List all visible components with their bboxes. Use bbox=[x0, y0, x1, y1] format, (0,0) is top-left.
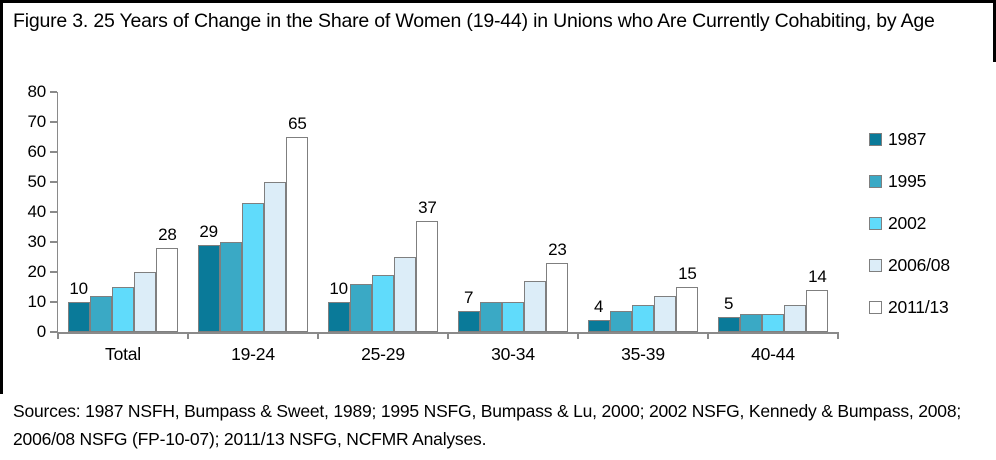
bar-2002-40-44 bbox=[761, 314, 785, 332]
category-label-30-34: 30-34 bbox=[491, 344, 535, 364]
bar-2002-25-29 bbox=[371, 275, 395, 332]
y-tick-label: 50 bbox=[27, 172, 46, 191]
bar-value-label: 23 bbox=[548, 240, 567, 259]
y-tick-mark bbox=[49, 91, 57, 93]
bar-value-label: 29 bbox=[199, 222, 218, 241]
bar-value-label: 4 bbox=[593, 297, 604, 316]
y-axis-line bbox=[56, 92, 58, 332]
y-tick-label: 10 bbox=[27, 292, 46, 311]
legend-label: 2006/08 bbox=[888, 254, 950, 275]
left-border bbox=[0, 0, 3, 394]
x-tick-mark bbox=[317, 332, 319, 339]
bar-value-label: 37 bbox=[418, 198, 437, 217]
bar-value-label: 10 bbox=[69, 279, 88, 298]
bar-value-label: 5 bbox=[723, 294, 734, 313]
bar-value-label: 65 bbox=[288, 114, 307, 133]
bar-2006-08-25-29 bbox=[394, 257, 417, 332]
bar-value-label: 15 bbox=[678, 264, 697, 283]
y-tick-label: 80 bbox=[27, 82, 46, 101]
x-tick-mark bbox=[707, 332, 709, 339]
bar-1995-25-29 bbox=[349, 284, 372, 332]
x-tick-mark bbox=[57, 332, 59, 339]
figure-title: Figure 3. 25 Years of Change in the Shar… bbox=[13, 10, 935, 32]
bar-2011-13-35-39 bbox=[676, 287, 699, 332]
category-label-19-24: 19-24 bbox=[231, 344, 275, 364]
bar-2006-08-total bbox=[134, 272, 157, 332]
bar-1987-40-44 bbox=[717, 317, 740, 332]
y-tick-label: 20 bbox=[27, 262, 46, 281]
y-tick-mark bbox=[49, 241, 57, 243]
legend-swatch-icon bbox=[869, 216, 882, 230]
y-tick-label: 60 bbox=[27, 142, 46, 161]
legend-swatch-icon bbox=[869, 300, 882, 314]
legend-label: 1987 bbox=[888, 128, 927, 149]
bar-value-label: 28 bbox=[158, 225, 177, 244]
bar-value-label: 14 bbox=[808, 267, 827, 286]
bar-2006-08-19-24 bbox=[264, 182, 287, 332]
bar-1987-35-39 bbox=[587, 320, 610, 332]
bar-2002-total bbox=[111, 287, 135, 332]
y-tick-mark bbox=[49, 181, 57, 183]
legend-label: 2011/13 bbox=[888, 296, 949, 317]
x-tick-mark bbox=[447, 332, 449, 339]
bar-1995-35-39 bbox=[609, 311, 632, 332]
bar-2002-35-39 bbox=[631, 305, 655, 332]
right-border bbox=[993, 0, 996, 62]
y-tick-label: 0 bbox=[36, 322, 46, 341]
sources-note: Sources: 1987 NSFH, Bumpass & Sweet, 198… bbox=[13, 401, 962, 449]
legend-swatch-icon bbox=[869, 174, 882, 188]
bar-1995-40-44 bbox=[739, 314, 762, 332]
legend-label: 1995 bbox=[888, 170, 927, 191]
y-tick-mark bbox=[49, 211, 57, 213]
y-tick-label: 70 bbox=[27, 112, 46, 131]
bar-1987-25-29 bbox=[327, 302, 350, 332]
legend-item-1987: 1987 bbox=[869, 129, 926, 149]
bar-2006-08-40-44 bbox=[784, 305, 807, 332]
bar-2006-08-30-34 bbox=[524, 281, 547, 332]
category-label-total: Total bbox=[105, 344, 141, 364]
x-tick-mark bbox=[187, 332, 189, 339]
bar-2002-30-34 bbox=[501, 302, 525, 332]
bar-1995-total bbox=[89, 296, 112, 332]
bar-value-label: 10 bbox=[329, 279, 348, 298]
y-tick-mark bbox=[49, 301, 57, 303]
bar-2006-08-35-39 bbox=[654, 296, 677, 332]
x-tick-mark bbox=[837, 332, 839, 339]
legend-item-2011-13: 2011/13 bbox=[869, 297, 949, 317]
y-tick-label: 30 bbox=[27, 232, 46, 251]
bar-1995-30-34 bbox=[479, 302, 502, 332]
bar-value-label: 7 bbox=[463, 288, 474, 307]
y-tick-mark bbox=[49, 331, 57, 333]
legend-item-1995: 1995 bbox=[869, 171, 926, 191]
bar-2002-19-24 bbox=[241, 203, 265, 332]
legend-item-2002: 2002 bbox=[869, 213, 926, 233]
x-tick-mark bbox=[577, 332, 579, 339]
y-tick-mark bbox=[49, 121, 57, 123]
bar-2011-13-total bbox=[156, 248, 179, 332]
y-tick-mark bbox=[49, 151, 57, 153]
bar-1987-total bbox=[67, 302, 90, 332]
bar-1987-19-24 bbox=[197, 245, 220, 332]
y-tick-mark bbox=[49, 271, 57, 273]
bar-2011-13-25-29 bbox=[416, 221, 439, 332]
bar-2011-13-40-44 bbox=[806, 290, 829, 332]
bar-2011-13-19-24 bbox=[286, 137, 309, 332]
top-border bbox=[0, 0, 996, 3]
legend-swatch-icon bbox=[869, 132, 882, 146]
y-tick-label: 40 bbox=[27, 202, 46, 221]
bar-2011-13-30-34 bbox=[546, 263, 569, 332]
bar-1987-30-34 bbox=[457, 311, 480, 332]
legend-swatch-icon bbox=[869, 258, 882, 272]
category-label-25-29: 25-29 bbox=[361, 344, 405, 364]
category-label-35-39: 35-39 bbox=[621, 344, 665, 364]
bar-1995-19-24 bbox=[219, 242, 242, 332]
legend-label: 2002 bbox=[888, 212, 927, 233]
category-label-40-44: 40-44 bbox=[751, 344, 795, 364]
legend-item-2006-08: 2006/08 bbox=[869, 255, 950, 275]
